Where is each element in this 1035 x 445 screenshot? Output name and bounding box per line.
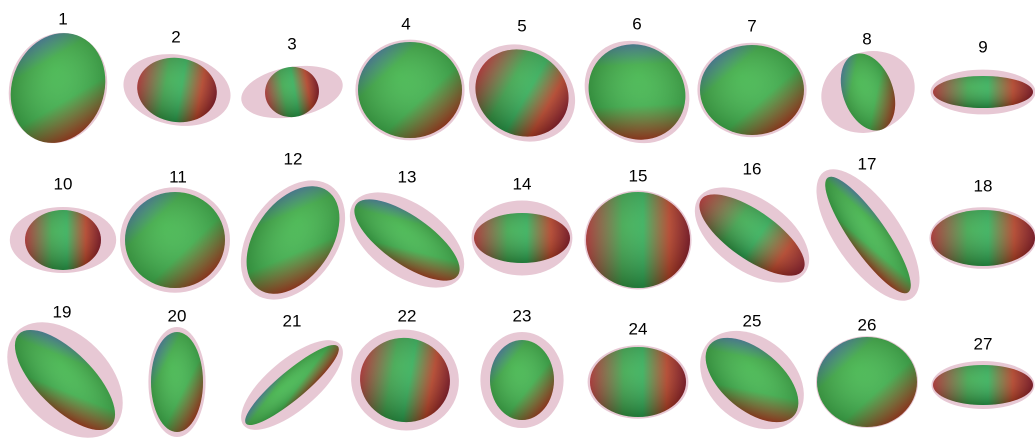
- glyph-shade: [933, 365, 1033, 405]
- glyph-label: 1: [58, 9, 67, 28]
- glyph-label: 14: [513, 174, 532, 193]
- glyph-figure: 1234567891011121314151617181920212223242…: [0, 0, 1035, 440]
- glyph-label: 27: [974, 334, 993, 353]
- glyph-shade: [700, 45, 804, 135]
- page: 1234567891011121314151617181920212223242…: [0, 0, 1035, 440]
- glyph-label: 7: [747, 16, 756, 35]
- glyph-shade: [25, 210, 101, 270]
- glyph-label: 21: [283, 311, 302, 330]
- glyph-label: 17: [858, 154, 877, 173]
- glyph-label: 5: [517, 16, 526, 35]
- glyph-label: 6: [632, 14, 641, 33]
- glyph-shade: [490, 340, 554, 420]
- glyph-shade: [237, 336, 347, 435]
- glyph-label: 9: [978, 37, 987, 56]
- glyph-label: 23: [513, 306, 532, 325]
- glyph-label: 25: [743, 311, 762, 330]
- glyph-label: 24: [629, 319, 648, 338]
- glyph-shade: [0, 20, 120, 157]
- glyph-shade: [586, 192, 690, 288]
- glyph-label: 2: [171, 27, 180, 46]
- glyph-label: 26: [858, 315, 877, 334]
- glyph-label: 16: [743, 159, 762, 178]
- glyph-label: 20: [168, 306, 187, 325]
- glyph-label: 8: [862, 29, 871, 48]
- glyph-shade: [931, 210, 1035, 266]
- glyph-label: 19: [53, 302, 72, 321]
- glyph-shade: [151, 332, 203, 432]
- glyph-shade: [474, 213, 570, 263]
- glyph-label: 11: [169, 167, 187, 186]
- glyph-label: 4: [401, 14, 410, 33]
- glyph-shade: [933, 76, 1033, 108]
- glyph-label: 15: [629, 166, 648, 185]
- glyph-shade: [569, 25, 705, 160]
- glyph-shade: [459, 33, 584, 154]
- glyph-label: 10: [54, 174, 73, 193]
- glyph-shade: [817, 337, 917, 427]
- glyph-label: 22: [398, 306, 417, 325]
- glyph-label: 3: [287, 34, 296, 53]
- glyph-shade: [358, 42, 462, 138]
- glyph-shade: [590, 347, 686, 417]
- glyph-label: 13: [398, 167, 417, 186]
- glyph-label: 18: [974, 176, 993, 195]
- glyph-label: 12: [284, 149, 303, 168]
- glyph-shade: [125, 192, 225, 288]
